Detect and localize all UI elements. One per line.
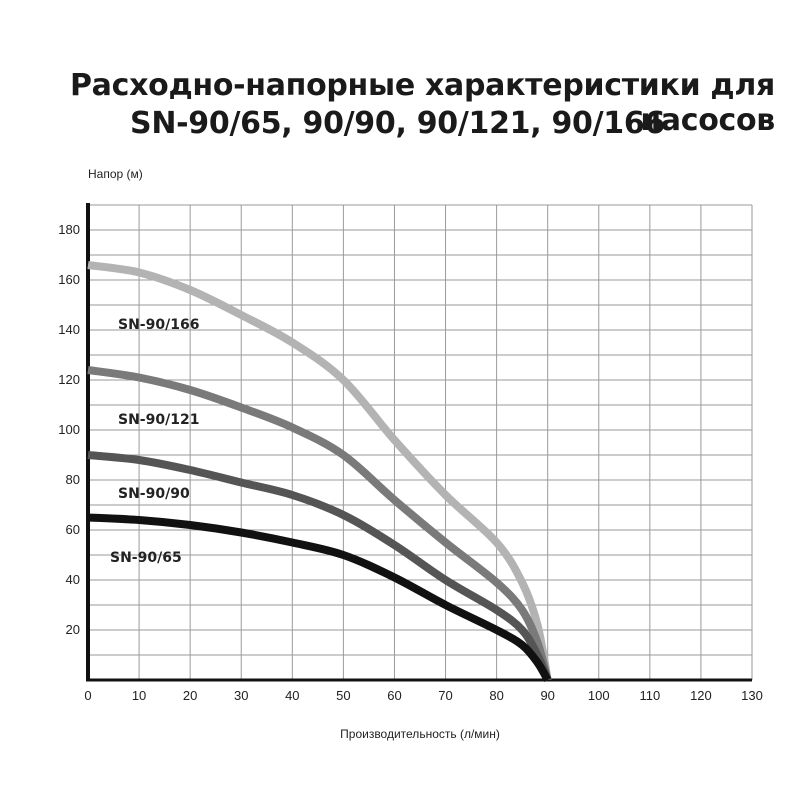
- y-tick-label: 60: [66, 522, 80, 537]
- y-tick-label: 100: [58, 422, 80, 437]
- y-tick-label: 140: [58, 322, 80, 337]
- y-tick-label: 20: [66, 622, 80, 637]
- x-tick-label: 10: [132, 688, 146, 703]
- y-tick-label: 160: [58, 272, 80, 287]
- axes: [86, 203, 752, 682]
- x-axis-title: Производительность (л/мин): [340, 727, 500, 741]
- x-tick-label: 90: [540, 688, 554, 703]
- x-tick-label: 50: [336, 688, 350, 703]
- series-labels: SN-90/166 SN-90/121 SN-90/90 SN-90/65: [110, 317, 199, 566]
- series-label: SN-90/65: [110, 550, 182, 566]
- series-label: SN-90/90: [118, 486, 190, 502]
- x-tick-label: 70: [438, 688, 452, 703]
- series-label: SN-90/121: [118, 412, 199, 428]
- y-tick-label: 40: [66, 572, 80, 587]
- x-tick-label: 0: [84, 688, 91, 703]
- x-tick-label: 80: [489, 688, 503, 703]
- x-tick-label: 30: [234, 688, 248, 703]
- x-tick-label: 120: [690, 688, 712, 703]
- series-label: SN-90/166: [118, 317, 199, 333]
- series-line-SN-90/121: [87, 366, 552, 682]
- y-axis-title: Напор (м): [88, 167, 143, 181]
- x-tick-label: 40: [285, 688, 299, 703]
- x-tick-label: 20: [183, 688, 197, 703]
- x-tick-label: 110: [639, 688, 660, 703]
- x-tick-label: 130: [741, 688, 763, 703]
- chart-title-line1: Расходно-напорные характеристики для нас…: [69, 68, 775, 138]
- series-line-SN-90/65: [87, 513, 552, 683]
- y-tick-label: 120: [58, 372, 80, 387]
- x-tick-label: 100: [588, 688, 610, 703]
- series-line-SN-90/90: [87, 451, 552, 682]
- tick-labels: 0 10 20 30 40 50 60 70 80 90 100 110 120 130 20 40 60 80 1…: [58, 222, 763, 703]
- y-tick-label: 180: [58, 222, 80, 237]
- chart-title-line2: SN-90/65, 90/90, 90/121, 90/166: [130, 106, 665, 141]
- series-line-SN-90/166: [87, 261, 552, 681]
- grid: [88, 204, 753, 680]
- x-tick-label: 60: [387, 688, 401, 703]
- series-lines: [87, 261, 552, 683]
- y-tick-label: 80: [66, 472, 80, 487]
